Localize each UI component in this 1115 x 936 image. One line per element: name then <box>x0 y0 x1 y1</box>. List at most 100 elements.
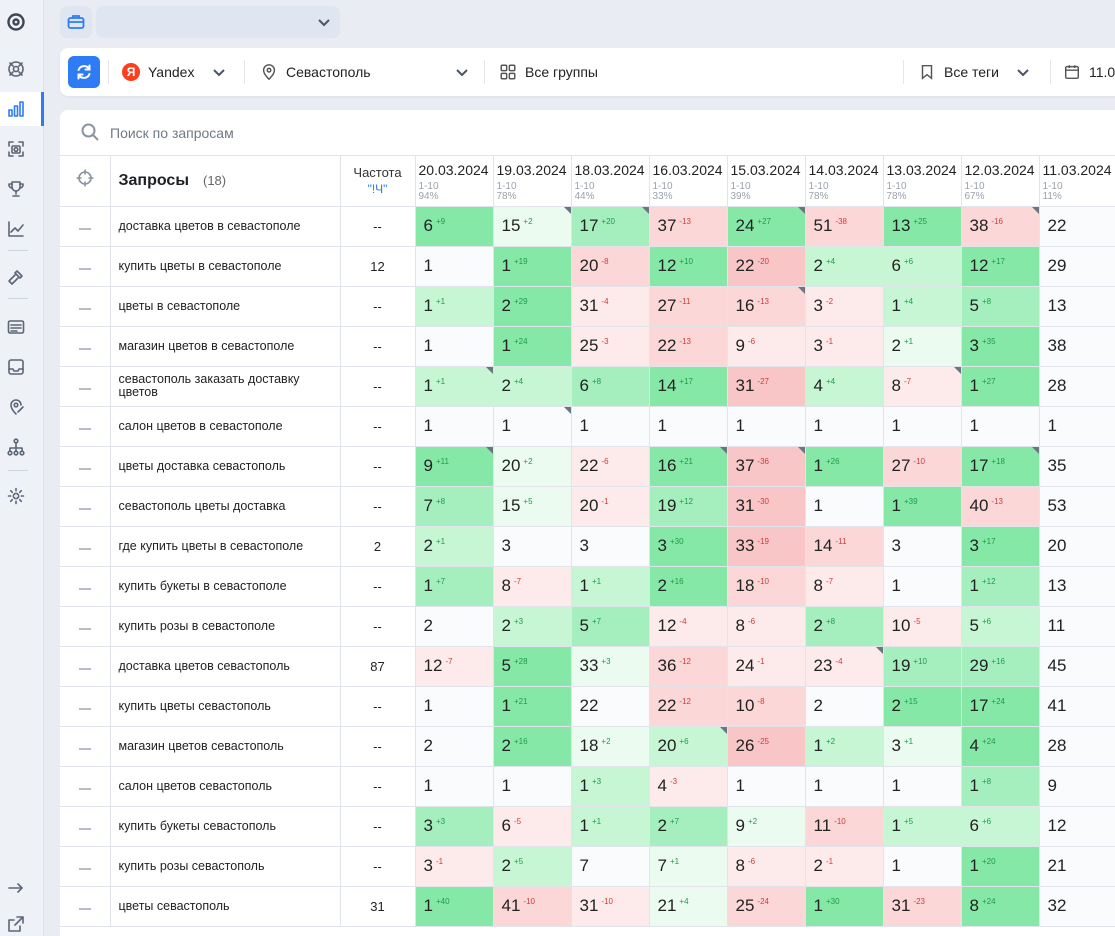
position-cell[interactable]: 1 +40 <box>415 886 494 927</box>
position-cell[interactable]: 3 +17 <box>961 526 1040 567</box>
position-cell[interactable]: 1 +20 <box>961 846 1040 887</box>
position-cell[interactable]: 8 -7 <box>805 566 884 607</box>
position-cell[interactable]: 1 +26 <box>805 446 884 487</box>
position-cell[interactable]: 51 -38 <box>805 206 884 247</box>
position-cell[interactable]: 3 +1 <box>883 726 962 767</box>
hammer-icon[interactable] <box>6 267 26 287</box>
position-cell[interactable]: 1 +8 <box>961 766 1040 807</box>
target-column-header[interactable] <box>60 156 111 207</box>
position-cell[interactable]: 41 -10 <box>493 886 572 927</box>
position-cell[interactable]: 2 <box>415 606 494 647</box>
note-marker-icon[interactable] <box>485 446 493 454</box>
position-cell[interactable]: 32 <box>1039 886 1115 927</box>
row-toggle[interactable] <box>60 366 111 407</box>
note-marker-icon[interactable] <box>641 206 649 214</box>
position-cell[interactable]: 37 -36 <box>727 446 806 487</box>
position-cell[interactable]: 4 -3 <box>649 766 728 807</box>
position-cell[interactable]: 2 +29 <box>493 286 572 327</box>
date-column-header[interactable]: 13.03.2024 1-10 78% <box>883 156 962 207</box>
app-logo-icon[interactable] <box>6 12 26 32</box>
row-toggle[interactable] <box>60 446 111 487</box>
query-text[interactable]: купить цветы в севастополе <box>110 246 341 287</box>
position-cell[interactable]: 5 +7 <box>571 606 650 647</box>
row-toggle[interactable] <box>60 846 111 887</box>
position-cell[interactable]: 22 <box>1039 206 1115 247</box>
query-text[interactable]: цветы доставка севастополь <box>110 446 341 487</box>
trophy-icon[interactable] <box>6 179 26 199</box>
position-cell[interactable]: 7 +8 <box>415 486 494 527</box>
position-cell[interactable]: 21 +4 <box>649 886 728 927</box>
table-row[interactable]: салон цветов севастополь -- 1 1 1 +3 4 -3 1 1 1 1 +8… <box>60 766 1115 807</box>
position-cell[interactable]: 6 -5 <box>493 806 572 847</box>
position-cell[interactable]: 38 <box>1039 326 1115 367</box>
row-toggle[interactable] <box>60 806 111 847</box>
table-row[interactable]: магазин цветов в севастополе -- 1 1 +24 25 -3 2… <box>60 326 1115 367</box>
row-toggle[interactable] <box>60 766 111 807</box>
position-cell[interactable]: 1 <box>883 846 962 887</box>
position-cell[interactable]: 29 +16 <box>961 646 1040 687</box>
position-cell[interactable]: 7 <box>571 846 650 887</box>
query-text[interactable]: салон цветов в севастополе <box>110 406 341 447</box>
position-cell[interactable]: 2 +8 <box>805 606 884 647</box>
query-text[interactable]: купить букеты севастополь <box>110 806 341 847</box>
position-cell[interactable]: 8 -6 <box>727 846 806 887</box>
query-text[interactable]: салон цветов севастополь <box>110 766 341 807</box>
position-cell[interactable]: 36 -12 <box>649 646 728 687</box>
position-cell[interactable]: 3 -1 <box>805 326 884 367</box>
query-text[interactable]: магазин цветов севастополь <box>110 726 341 767</box>
query-text[interactable]: купить цветы севастополь <box>110 686 341 727</box>
position-cell[interactable]: 25 -24 <box>727 886 806 927</box>
query-text[interactable]: севастополь заказать доставку цветов <box>110 366 341 407</box>
position-cell[interactable]: 1 <box>805 406 884 447</box>
table-row[interactable]: салон цветов в севастополе -- 1 1 1 1 1 1 1 1 1 <box>60 406 1115 447</box>
note-marker-icon[interactable] <box>797 446 805 454</box>
table-row[interactable]: севастополь заказать доставку цветов -- 1 +… <box>60 366 1115 407</box>
position-cell[interactable]: 10 -5 <box>883 606 962 647</box>
query-text[interactable]: севастополь цветы доставка <box>110 486 341 527</box>
position-cell[interactable]: 8 +24 <box>961 886 1040 927</box>
position-cell[interactable]: 1 +24 <box>493 326 572 367</box>
position-cell[interactable]: 18 +2 <box>571 726 650 767</box>
position-cell[interactable]: 33 +3 <box>571 646 650 687</box>
date-column-header[interactable]: 14.03.2024 1-10 78% <box>805 156 884 207</box>
position-cell[interactable]: 1 +21 <box>493 686 572 727</box>
note-marker-icon[interactable] <box>563 206 571 214</box>
screenshot-icon[interactable] <box>6 139 26 159</box>
table-row[interactable]: купить букеты в севастополе -- 1 +7 8 -7 1 +1 2 +… <box>60 566 1115 607</box>
row-toggle[interactable] <box>60 246 111 287</box>
date-column-header[interactable]: 19.03.2024 1-10 78% <box>493 156 572 207</box>
table-row[interactable]: купить букеты севастополь -- 3 +3 6 -5 1 +1 2 +7 9… <box>60 806 1115 847</box>
position-cell[interactable]: 16 +21 <box>649 446 728 487</box>
position-cell[interactable]: 1 +27 <box>961 366 1040 407</box>
position-cell[interactable]: 1 +3 <box>571 766 650 807</box>
position-cell[interactable]: 6 +8 <box>571 366 650 407</box>
position-cell[interactable]: 1 +7 <box>415 566 494 607</box>
position-cell[interactable]: 3 +3 <box>415 806 494 847</box>
position-cell[interactable]: 1 <box>571 406 650 447</box>
position-cell[interactable]: 1 <box>883 766 962 807</box>
position-cell[interactable]: 13 +25 <box>883 206 962 247</box>
map-pin-icon[interactable] <box>6 397 26 417</box>
position-cell[interactable]: 3 <box>571 526 650 567</box>
position-cell[interactable]: 2 +5 <box>493 846 572 887</box>
position-cell[interactable]: 20 -1 <box>571 486 650 527</box>
position-cell[interactable]: 41 <box>1039 686 1115 727</box>
expand-arrow-icon[interactable] <box>6 878 26 898</box>
position-cell[interactable]: 20 +6 <box>649 726 728 767</box>
position-cell[interactable]: 11 <box>1039 606 1115 647</box>
position-cell[interactable]: 1 <box>727 766 806 807</box>
position-cell[interactable]: 20 -8 <box>571 246 650 287</box>
row-toggle[interactable] <box>60 886 111 927</box>
position-cell[interactable]: 20 +2 <box>493 446 572 487</box>
position-cell[interactable]: 31 -27 <box>727 366 806 407</box>
position-cell[interactable]: 12 +17 <box>961 246 1040 287</box>
position-cell[interactable]: 1 +12 <box>961 566 1040 607</box>
position-cell[interactable]: 4 +24 <box>961 726 1040 767</box>
position-cell[interactable]: 2 -1 <box>805 846 884 887</box>
inbox-icon[interactable] <box>6 357 26 377</box>
position-cell[interactable]: 22 -13 <box>649 326 728 367</box>
position-cell[interactable]: 17 +18 <box>961 446 1040 487</box>
note-marker-icon[interactable] <box>953 366 961 374</box>
position-cell[interactable]: 1 +30 <box>805 886 884 927</box>
position-cell[interactable]: 1 <box>415 246 494 287</box>
